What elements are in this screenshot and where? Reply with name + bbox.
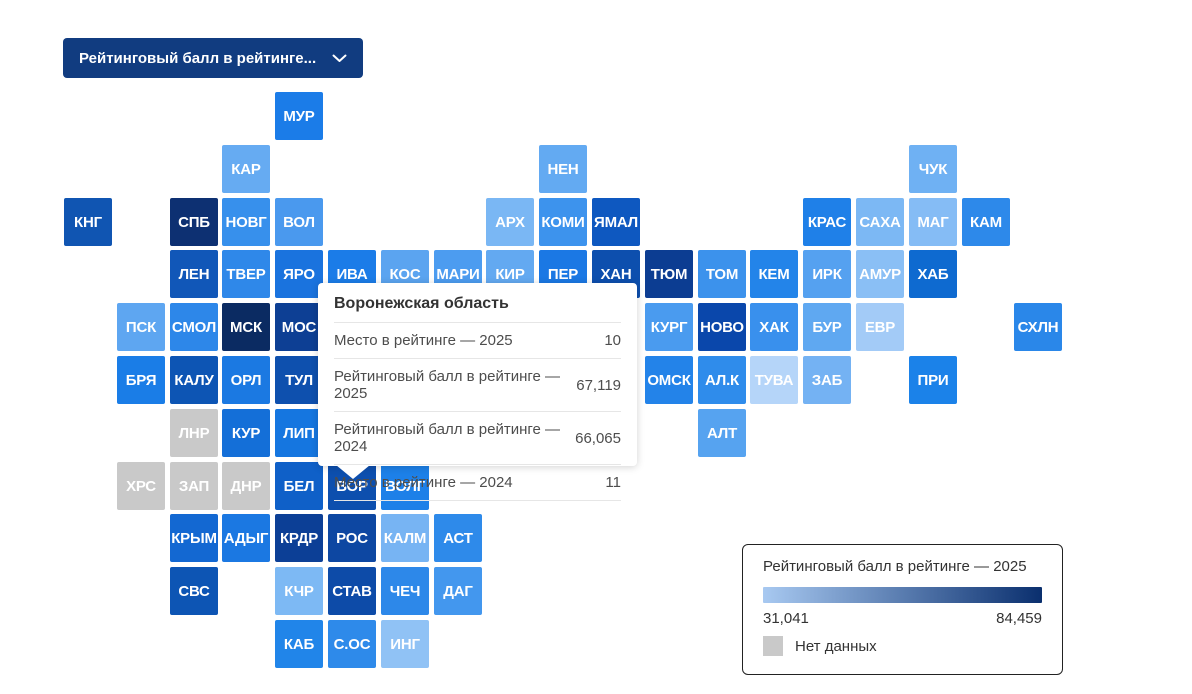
region-tile[interactable]: БЕЛ	[275, 462, 323, 510]
region-tile[interactable]: МОС	[275, 303, 323, 351]
metric-dropdown-label: Рейтинговый балл в рейтинге...	[79, 49, 317, 67]
legend: Рейтинговый балл в рейтинге — 2025 31,04…	[742, 544, 1063, 675]
tooltip-row-label: Место в рейтинге — 2024	[334, 474, 513, 491]
region-tile[interactable]: ЛНР	[170, 409, 218, 457]
region-tile[interactable]: НОВГ	[222, 198, 270, 246]
region-tile[interactable]: КЕМ	[750, 250, 798, 298]
region-tile[interactable]: КАЛМ	[381, 514, 429, 562]
legend-title: Рейтинговый балл в рейтинге — 2025	[763, 558, 1027, 575]
legend-no-data: Нет данных	[763, 636, 1042, 656]
region-tile[interactable]: ЗАБ	[803, 356, 851, 404]
region-tile[interactable]: БУР	[803, 303, 851, 351]
region-tile[interactable]: ХАК	[750, 303, 798, 351]
region-tile[interactable]: ЧУК	[909, 145, 957, 193]
region-tile[interactable]: ЯМАЛ	[592, 198, 640, 246]
region-tile[interactable]: КАР	[222, 145, 270, 193]
region-tile[interactable]: ЯРО	[275, 250, 323, 298]
tooltip: Воронежская область Место в рейтинге — 2…	[318, 283, 637, 501]
region-tile[interactable]: ВОЛГ	[381, 462, 429, 510]
region-tile[interactable]: САХА	[856, 198, 904, 246]
region-tile[interactable]: ИНГ	[381, 620, 429, 668]
region-tile[interactable]: ИРК	[803, 250, 851, 298]
no-data-swatch	[763, 636, 783, 656]
tooltip-row: Рейтинговый балл в рейтинге — 2024 66,06…	[334, 412, 621, 465]
tooltip-row: Рейтинговый балл в рейтинге — 2025 67,11…	[334, 359, 621, 412]
legend-min-value: 31,041	[763, 610, 809, 627]
region-tile[interactable]: ХАБ	[909, 250, 957, 298]
region-tile[interactable]: КЧР	[275, 567, 323, 615]
tooltip-row-value: 67,119	[576, 376, 621, 394]
tooltip-pointer	[336, 465, 370, 479]
region-tile[interactable]: КАМ	[962, 198, 1010, 246]
region-tile[interactable]: АМУР	[856, 250, 904, 298]
region-tile[interactable]: ОРЛ	[222, 356, 270, 404]
region-tile[interactable]: ОМСК	[645, 356, 693, 404]
region-tile[interactable]: СХЛН	[1014, 303, 1062, 351]
region-tile[interactable]: ТУВА	[750, 356, 798, 404]
legend-gradient-bar	[763, 587, 1042, 603]
tooltip-row-label: Место в рейтинге — 2025	[334, 332, 513, 349]
region-tile[interactable]: КУРГ	[645, 303, 693, 351]
region-tile[interactable]: ЛИП	[275, 409, 323, 457]
tooltip-title: Воронежская область	[334, 283, 621, 323]
region-tile[interactable]: АДЫГ	[222, 514, 270, 562]
region-tile[interactable]: ТУЛ	[275, 356, 323, 404]
region-tile[interactable]: КОМИ	[539, 198, 587, 246]
legend-max-value: 84,459	[996, 610, 1042, 627]
region-tile[interactable]: ДНР	[222, 462, 270, 510]
region-tile[interactable]: СВС	[170, 567, 218, 615]
region-tile[interactable]: ТЮМ	[645, 250, 693, 298]
region-tile[interactable]: ТВЕР	[222, 250, 270, 298]
region-tile[interactable]: РОС	[328, 514, 376, 562]
metric-dropdown[interactable]: Рейтинговый балл в рейтинге...	[63, 38, 363, 78]
region-tile[interactable]: С.ОС	[328, 620, 376, 668]
region-tile[interactable]: КАБ	[275, 620, 323, 668]
tooltip-row-label: Рейтинговый балл в рейтинге — 2025	[334, 368, 561, 402]
region-tile[interactable]: ЕВР	[856, 303, 904, 351]
region-tile[interactable]: АРХ	[486, 198, 534, 246]
region-tile[interactable]: КУР	[222, 409, 270, 457]
region-tile[interactable]: МАГ	[909, 198, 957, 246]
region-tile[interactable]: АЛТ	[698, 409, 746, 457]
region-tile[interactable]: АЛ.К	[698, 356, 746, 404]
region-tile[interactable]: СМОЛ	[170, 303, 218, 351]
region-tile[interactable]: ЧЕЧ	[381, 567, 429, 615]
region-tile[interactable]: МСК	[222, 303, 270, 351]
tooltip-row-value: 11	[605, 474, 621, 491]
tooltip-row: Место в рейтинге — 2024 11	[334, 465, 621, 501]
tooltip-row-value: 10	[604, 332, 621, 349]
region-tile[interactable]: ЛЕН	[170, 250, 218, 298]
region-tile[interactable]: КАЛУ	[170, 356, 218, 404]
region-tile[interactable]: КРАС	[803, 198, 851, 246]
tooltip-row-label: Рейтинговый балл в рейтинге — 2024	[334, 421, 561, 455]
region-tile[interactable]: БРЯ	[117, 356, 165, 404]
region-tile[interactable]: ЗАП	[170, 462, 218, 510]
region-tile[interactable]: ДАГ	[434, 567, 482, 615]
chevron-down-icon	[332, 54, 347, 62]
region-tile[interactable]: КРДР	[275, 514, 323, 562]
region-tile[interactable]: ТОМ	[698, 250, 746, 298]
region-tile[interactable]: ХРС	[117, 462, 165, 510]
no-data-label: Нет данных	[795, 637, 877, 655]
region-tile[interactable]: НЕН	[539, 145, 587, 193]
region-tile[interactable]: СПБ	[170, 198, 218, 246]
region-tile[interactable]: КРЫМ	[170, 514, 218, 562]
region-tile[interactable]: НОВО	[698, 303, 746, 351]
tooltip-row: Место в рейтинге — 2025 10	[334, 323, 621, 359]
region-tile[interactable]: МУР	[275, 92, 323, 140]
region-tile[interactable]: ПСК	[117, 303, 165, 351]
legend-range: 31,041 84,459	[763, 610, 1042, 627]
tooltip-row-value: 66,065	[575, 429, 621, 447]
region-tile[interactable]: АСТ	[434, 514, 482, 562]
region-tile[interactable]: КНГ	[64, 198, 112, 246]
region-tile[interactable]: СТАВ	[328, 567, 376, 615]
region-tile[interactable]: ВОЛ	[275, 198, 323, 246]
region-tile[interactable]: ПРИ	[909, 356, 957, 404]
